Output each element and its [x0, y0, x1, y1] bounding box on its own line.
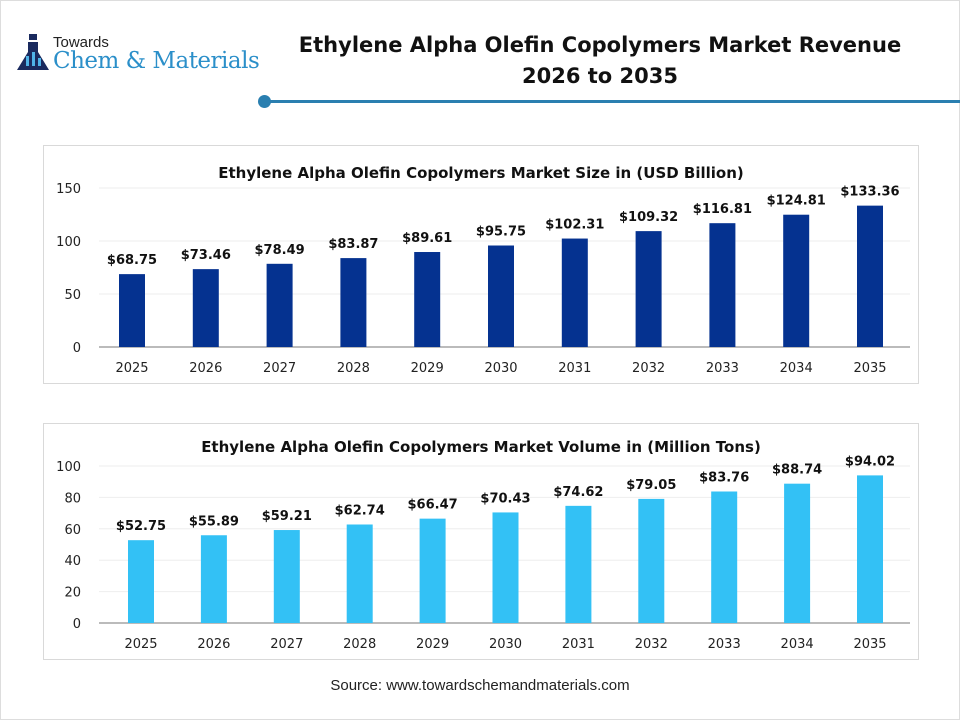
data-label: $94.02	[845, 454, 895, 469]
y-tick-label: 100	[56, 235, 81, 250]
bar	[340, 258, 367, 347]
bar	[783, 214, 810, 347]
data-label: $55.89	[189, 514, 239, 529]
data-label: $59.21	[262, 509, 312, 524]
bar	[273, 530, 300, 623]
y-tick-label: 50	[64, 288, 81, 303]
bar	[346, 524, 373, 623]
y-tick-label: 150	[56, 182, 81, 197]
bar	[414, 252, 441, 347]
data-label: $124.81	[767, 194, 826, 209]
x-tick-label: 2030	[484, 361, 517, 376]
data-label: $88.74	[772, 463, 822, 478]
data-label: $109.32	[619, 210, 678, 225]
bar	[192, 269, 219, 347]
y-tick-label: 100	[56, 460, 81, 475]
x-tick-label: 2030	[489, 637, 522, 652]
x-tick-label: 2033	[708, 637, 741, 652]
bar	[711, 491, 738, 623]
x-tick-label: 2027	[263, 361, 296, 376]
y-tick-label: 60	[64, 523, 81, 538]
bar	[492, 512, 519, 623]
bar	[488, 245, 514, 347]
y-tick-label: 40	[64, 554, 81, 569]
data-label: $89.61	[402, 231, 452, 246]
data-label: $79.05	[626, 478, 676, 493]
data-label: $73.46	[181, 248, 231, 263]
y-tick-label: 0	[73, 617, 81, 632]
x-tick-label: 2028	[337, 361, 370, 376]
x-tick-label: 2025	[124, 637, 157, 652]
bar	[638, 498, 665, 623]
data-label: $70.43	[480, 491, 530, 506]
bar	[635, 231, 662, 347]
x-tick-label: 2034	[780, 361, 813, 376]
bar	[266, 263, 293, 347]
x-tick-label: 2035	[853, 637, 886, 652]
data-label: $66.47	[408, 498, 458, 513]
data-label: $62.74	[335, 503, 385, 518]
flask-icon	[17, 34, 49, 70]
page-title: Ethylene Alpha Olefin Copolymers Market …	[298, 33, 902, 88]
bar	[128, 540, 154, 623]
x-tick-label: 2026	[197, 637, 230, 652]
x-tick-label: 2032	[632, 361, 665, 376]
bar	[709, 223, 736, 347]
x-tick-label: 2027	[270, 637, 303, 652]
x-tick-label: 2032	[635, 637, 668, 652]
bar	[200, 535, 227, 623]
x-tick-label: 2029	[416, 637, 449, 652]
source-text: Source: www.towardschemandmaterials.com	[330, 677, 630, 694]
data-label: $78.49	[255, 243, 305, 258]
data-label: $83.87	[328, 237, 378, 252]
data-label: $68.75	[107, 253, 157, 268]
chart-title: Ethylene Alpha Olefin Copolymers Market …	[218, 164, 744, 182]
x-tick-label: 2026	[189, 361, 222, 376]
x-tick-label: 2031	[562, 637, 595, 652]
divider	[265, 100, 960, 103]
x-tick-label: 2035	[853, 361, 886, 376]
bar	[784, 483, 811, 623]
logo: Towards Chem & Materials	[16, 34, 260, 77]
bar	[119, 274, 145, 347]
data-label: $133.36	[840, 185, 899, 200]
x-tick-label: 2029	[411, 361, 444, 376]
bar	[565, 505, 592, 623]
data-label: $95.75	[476, 225, 526, 240]
y-tick-label: 20	[64, 586, 81, 601]
chart-panel-volume: Ethylene Alpha Olefin Copolymers Market …	[43, 423, 919, 660]
data-label: $52.75	[116, 519, 166, 534]
data-label: $116.81	[693, 202, 752, 217]
data-label: $74.62	[553, 485, 603, 500]
x-tick-label: 2028	[343, 637, 376, 652]
x-tick-label: 2033	[706, 361, 739, 376]
bar	[419, 518, 446, 623]
bar	[561, 238, 588, 347]
bar	[857, 475, 883, 623]
x-tick-label: 2034	[781, 637, 814, 652]
data-label: $83.76	[699, 470, 749, 485]
chart-title: Ethylene Alpha Olefin Copolymers Market …	[201, 438, 761, 456]
divider-dot	[258, 95, 271, 108]
data-label: $102.31	[545, 218, 604, 233]
x-tick-label: 2031	[558, 361, 591, 376]
chart-panel-size: Ethylene Alpha Olefin Copolymers Market …	[43, 145, 919, 384]
bar	[857, 205, 883, 347]
y-tick-label: 80	[64, 491, 81, 506]
x-tick-label: 2025	[115, 361, 148, 376]
y-tick-label: 0	[73, 341, 81, 356]
